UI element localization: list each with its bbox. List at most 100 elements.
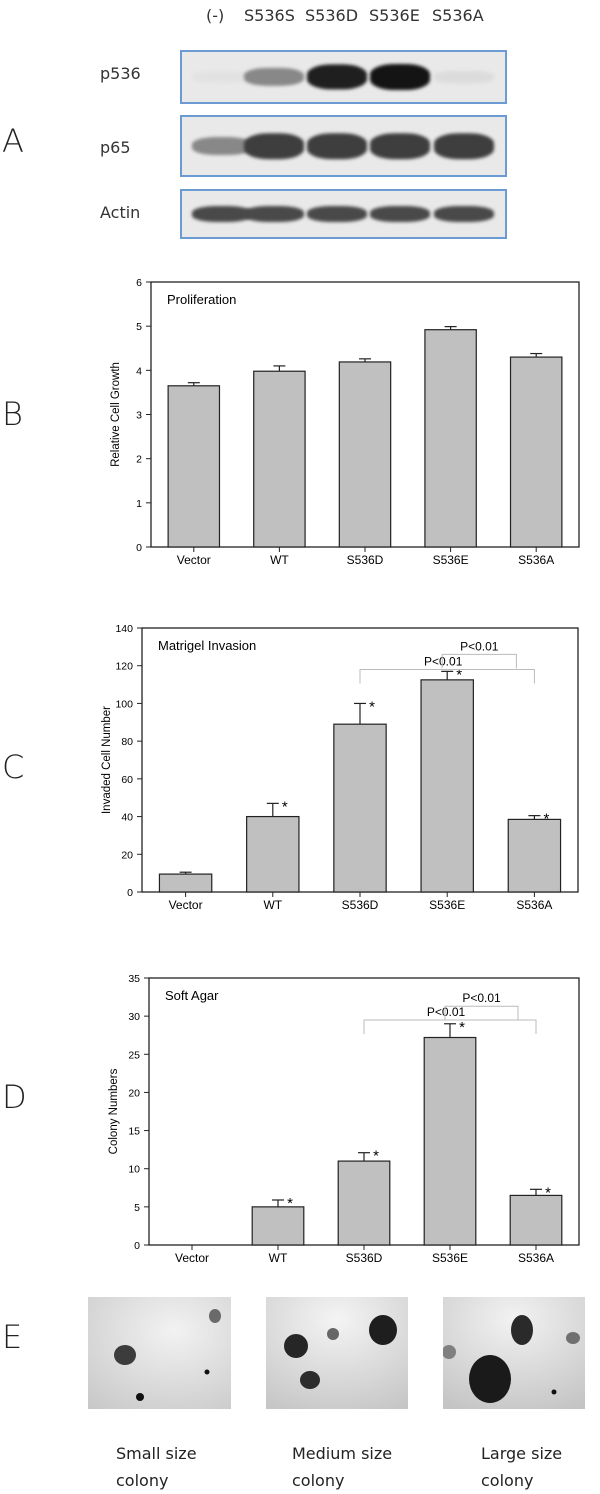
soft-agar-chart: 0 5 10 15 20 25 30 35 Colony Numbers Soft Agar Vec… — [108, 973, 580, 1265]
x-tick-label: S536A — [516, 898, 552, 912]
bar-s536d — [333, 723, 387, 893]
y-axis-label: Invaded Cell Number — [101, 706, 113, 814]
x-tick-label: Vector — [177, 553, 211, 567]
significance-asterisk: * — [282, 798, 288, 815]
x-tick-label: S536D — [342, 898, 379, 912]
p-value-label: P<0.01 — [424, 654, 463, 668]
significance-asterisk: * — [456, 666, 462, 683]
bar-s536a — [509, 1194, 563, 1246]
panel-letter-a: A — [2, 122, 24, 160]
y-tick-label: 25 — [128, 1049, 140, 1061]
bar-wt — [251, 1206, 305, 1246]
proliferation-chart: 0 1 2 3 4 5 6 Relative Cell Growth Proliferation… — [110, 277, 580, 567]
panel-letter-d: D — [2, 1078, 27, 1116]
y-tick-label: 2 — [136, 454, 142, 466]
lane-label: S536A — [432, 6, 484, 25]
y-axis-label: Colony Numbers — [108, 1068, 120, 1154]
x-tick-label: WT — [270, 553, 289, 567]
bar-wt — [253, 370, 306, 548]
blot-p65 — [180, 115, 507, 177]
y-tick-label: 60 — [121, 774, 133, 786]
y-tick-label: 0 — [136, 542, 142, 554]
colony-caption-large: Large size colony — [481, 1440, 562, 1494]
lane-label: (-) — [206, 6, 225, 25]
band-p536 — [370, 64, 430, 90]
band-p65 — [192, 137, 252, 155]
significance-asterisk: * — [369, 698, 375, 715]
x-tick-label: WT — [263, 898, 282, 912]
y-tick-label: 0 — [127, 887, 133, 899]
caption-line: colony — [481, 1471, 534, 1490]
colony-image-medium — [266, 1297, 408, 1409]
bar-s536e — [424, 329, 477, 548]
y-tick-label: 30 — [128, 1011, 140, 1023]
band-actin — [192, 206, 252, 222]
x-tick-label: Vector — [169, 898, 203, 912]
y-axis-label: Relative Cell Growth — [110, 362, 122, 467]
x-tick-label: S536A — [518, 553, 554, 567]
y-tick-label: 4 — [136, 365, 142, 377]
x-tick-label: WT — [269, 1251, 288, 1265]
bar-s536d — [337, 1160, 391, 1246]
bar-s536e — [420, 679, 474, 893]
x-tick-label: S536E — [433, 553, 469, 567]
y-tick-label: 10 — [128, 1164, 140, 1176]
chart-title: Soft Agar — [165, 988, 219, 1003]
y-tick-label: 40 — [121, 812, 133, 824]
bar-s536a — [507, 818, 562, 893]
band-p65 — [307, 133, 367, 159]
y-tick-label: 100 — [115, 698, 133, 710]
y-tick-label: 140 — [115, 623, 133, 635]
lane-label: S536E — [369, 6, 420, 25]
y-tick-label: 5 — [136, 321, 142, 333]
band-p536 — [307, 64, 367, 90]
panel-letter-b: B — [2, 395, 23, 433]
band-p536 — [192, 70, 252, 84]
comparison-bracket — [444, 1005, 519, 1021]
blot-p536 — [180, 50, 507, 104]
p-value-label: P<0.01 — [460, 639, 499, 653]
y-tick-label: 80 — [121, 736, 133, 748]
y-tick-label: 3 — [136, 410, 142, 422]
bar-s536e — [423, 1036, 477, 1246]
significance-asterisk: * — [459, 1019, 465, 1036]
significance-asterisk: * — [545, 1184, 551, 1201]
x-tick-label: Vector — [175, 1251, 209, 1265]
y-tick-label: 5 — [134, 1202, 140, 1214]
y-tick-label: 120 — [115, 661, 133, 673]
y-tick-label: 35 — [128, 973, 140, 985]
significance-asterisk: * — [373, 1148, 379, 1165]
lane-label: S536D — [305, 6, 359, 25]
caption-line: colony — [116, 1471, 169, 1490]
y-tick-label: 20 — [128, 1087, 140, 1099]
invasion-chart: 0 20 40 60 80 100 120 140 Invaded Cell Number Mat… — [101, 623, 579, 912]
colony-image-small — [88, 1297, 231, 1409]
band-actin — [244, 206, 304, 222]
colony-caption-medium: Medium size colony — [292, 1440, 392, 1494]
caption-line: colony — [292, 1471, 345, 1490]
y-tick-label: 20 — [121, 849, 133, 861]
x-tick-label: S536E — [429, 898, 465, 912]
band-p536 — [244, 67, 304, 87]
y-tick-label: 1 — [136, 498, 142, 510]
comparison-bracket — [363, 1019, 537, 1034]
caption-line: Medium size — [292, 1444, 393, 1463]
band-p65 — [370, 133, 430, 159]
band-p536 — [434, 70, 494, 84]
bar-vector — [158, 873, 213, 893]
band-actin — [370, 206, 430, 222]
y-tick-label: 6 — [136, 277, 142, 289]
x-tick-label: S536E — [432, 1251, 468, 1265]
blot-row-label: p536 — [100, 64, 141, 83]
panel-letter-e: E — [2, 1318, 23, 1356]
x-tick-label: S536D — [347, 553, 384, 567]
panel-letter-c: C — [2, 748, 25, 786]
blot-row-label: p65 — [100, 138, 131, 157]
band-p65 — [434, 133, 494, 159]
caption-line: Small size — [116, 1444, 197, 1463]
caption-line: Large size — [481, 1444, 563, 1463]
x-tick-label: S536A — [518, 1251, 554, 1265]
x-tick-label: S536D — [346, 1251, 383, 1265]
p-value-label: P<0.01 — [462, 991, 501, 1005]
band-actin — [434, 206, 494, 222]
